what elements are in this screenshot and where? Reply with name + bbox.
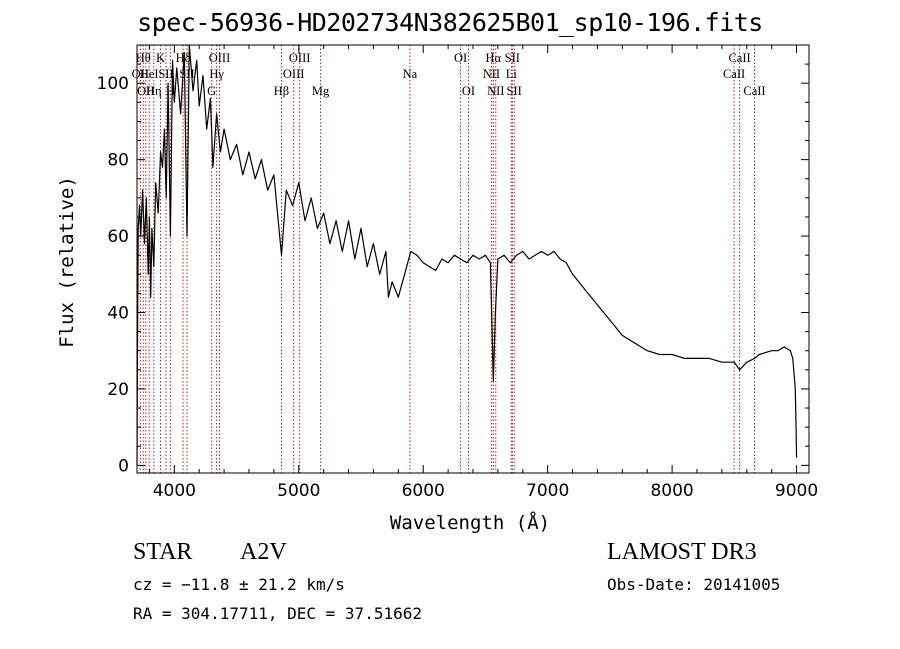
y-axis-label: Flux (relative): [56, 176, 78, 348]
marker-label: CaII: [723, 67, 745, 81]
y-tick-label: 20: [107, 380, 129, 400]
marker-label: OI: [462, 84, 475, 98]
x-tick-label: 7000: [526, 481, 569, 501]
marker-label: SII: [505, 51, 520, 65]
marker-label: SII: [158, 67, 173, 81]
spectral-subclass: A2V: [240, 539, 287, 565]
marker-label: CaII: [743, 84, 765, 98]
marker-label: NII: [483, 67, 500, 81]
marker-label: G: [207, 84, 216, 98]
marker-label: HeI: [140, 67, 159, 81]
x-tick-label: 8000: [650, 481, 693, 501]
marker-label: OIII: [209, 51, 231, 65]
y-tick-label: 40: [107, 304, 129, 324]
redshift-info: cz = −11.8 ± 21.2 km/s: [133, 575, 345, 594]
marker-label: NII: [487, 84, 504, 98]
marker-label: OIII: [289, 51, 311, 65]
marker-label: K: [156, 51, 165, 65]
marker-label: OI: [454, 51, 467, 65]
x-axis: 4000 5000 6000 7000 8000 9000: [148, 45, 818, 501]
y-tick-label: 60: [107, 227, 129, 247]
y-tick-label: 80: [107, 151, 129, 171]
plot-frame: [136, 44, 810, 474]
x-axis-label: Wavelength (Å): [390, 511, 550, 534]
marker-label: Mg: [312, 84, 330, 98]
y-tick-label: 0: [118, 456, 129, 476]
marker-label: Li: [506, 67, 518, 81]
marker-label: OII: [132, 67, 149, 81]
object-class: STAR: [133, 539, 193, 565]
line-markers: [139, 45, 755, 473]
marker-label: SII: [507, 84, 522, 98]
y-tick-label: 100: [97, 74, 129, 94]
x-tick-label: 9000: [775, 481, 818, 501]
marker-label: Hγ: [209, 67, 224, 81]
chart-title: spec-56936-HD202734N382625B01_sp10-196.f…: [137, 8, 763, 37]
marker-label: Hη: [146, 84, 162, 98]
coordinates: RA = 304.17711, DEC = 37.51662: [133, 604, 422, 623]
marker-label: OIII: [283, 67, 305, 81]
marker-label: OII: [137, 84, 154, 98]
marker-label: Hθ: [136, 51, 151, 65]
marker-label: H: [166, 84, 175, 98]
flux-series-line: [136, 44, 798, 466]
marker-label: Hβ: [274, 84, 289, 98]
x-tick-label: 5000: [277, 481, 320, 501]
marker-label: Na: [403, 67, 418, 81]
x-tick-label: 6000: [402, 481, 445, 501]
x-tick-label: 4000: [153, 481, 196, 501]
marker-label: CaII: [728, 51, 750, 65]
survey-name: LAMOST DR3: [607, 539, 757, 565]
marker-label: Hα: [485, 51, 501, 65]
line-marker-labels: OIIHθOIIHeIHηKSIIHHδSIIGHγOIIIHβOIIIOIII…: [132, 51, 766, 98]
marker-label: Hδ: [176, 51, 191, 65]
y-axis: 0 20 40 60 80 100: [97, 63, 809, 476]
observation-date: Obs-Date: 20141005: [607, 575, 781, 594]
